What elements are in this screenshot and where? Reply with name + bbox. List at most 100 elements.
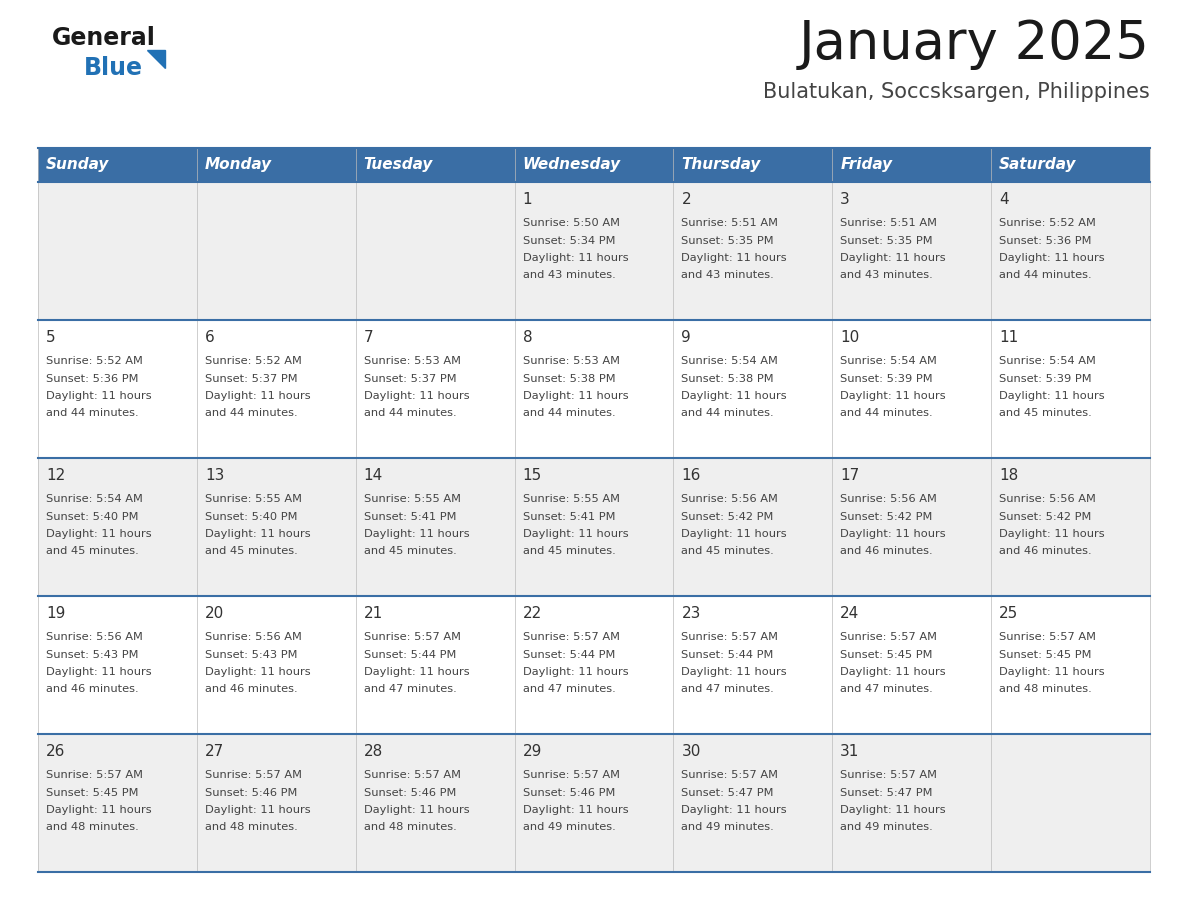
- Text: January 2025: January 2025: [800, 18, 1150, 70]
- Text: Sunset: 5:42 PM: Sunset: 5:42 PM: [840, 511, 933, 521]
- Text: and 44 minutes.: and 44 minutes.: [364, 409, 456, 419]
- Text: and 46 minutes.: and 46 minutes.: [204, 685, 297, 695]
- Bar: [355, 148, 514, 182]
- Bar: [514, 148, 674, 182]
- Text: Sunrise: 5:56 AM: Sunrise: 5:56 AM: [682, 494, 778, 504]
- Text: Sunset: 5:44 PM: Sunset: 5:44 PM: [364, 650, 456, 659]
- Text: Daylight: 11 hours: Daylight: 11 hours: [523, 667, 628, 677]
- Text: Sunset: 5:35 PM: Sunset: 5:35 PM: [682, 236, 775, 245]
- Text: Daylight: 11 hours: Daylight: 11 hours: [682, 667, 788, 677]
- Text: 14: 14: [364, 468, 383, 483]
- Text: and 48 minutes.: and 48 minutes.: [204, 823, 298, 833]
- Text: and 47 minutes.: and 47 minutes.: [840, 685, 933, 695]
- Text: Daylight: 11 hours: Daylight: 11 hours: [682, 805, 788, 815]
- Text: Daylight: 11 hours: Daylight: 11 hours: [523, 805, 628, 815]
- Bar: [674, 148, 833, 182]
- Text: Sunset: 5:34 PM: Sunset: 5:34 PM: [523, 236, 615, 245]
- Text: Sunset: 5:42 PM: Sunset: 5:42 PM: [682, 511, 773, 521]
- Text: Daylight: 11 hours: Daylight: 11 hours: [364, 391, 469, 401]
- Text: 1: 1: [523, 192, 532, 207]
- Text: 9: 9: [682, 330, 691, 345]
- Bar: [833, 148, 991, 182]
- Text: Sunset: 5:36 PM: Sunset: 5:36 PM: [999, 236, 1092, 245]
- Text: Daylight: 11 hours: Daylight: 11 hours: [840, 667, 946, 677]
- Text: Sunrise: 5:50 AM: Sunrise: 5:50 AM: [523, 218, 620, 228]
- Text: and 47 minutes.: and 47 minutes.: [682, 685, 775, 695]
- Text: Sunrise: 5:57 AM: Sunrise: 5:57 AM: [999, 632, 1097, 642]
- Text: Sunset: 5:46 PM: Sunset: 5:46 PM: [204, 788, 297, 798]
- Text: Sunrise: 5:55 AM: Sunrise: 5:55 AM: [364, 494, 461, 504]
- Text: and 43 minutes.: and 43 minutes.: [840, 271, 933, 281]
- Text: 15: 15: [523, 468, 542, 483]
- Bar: [197, 148, 355, 182]
- Text: 18: 18: [999, 468, 1018, 483]
- Text: 4: 4: [999, 192, 1009, 207]
- Text: Daylight: 11 hours: Daylight: 11 hours: [364, 667, 469, 677]
- Text: 30: 30: [682, 744, 701, 759]
- Text: Sunset: 5:45 PM: Sunset: 5:45 PM: [999, 650, 1092, 659]
- Text: Sunrise: 5:55 AM: Sunrise: 5:55 AM: [523, 494, 620, 504]
- Text: Sunset: 5:39 PM: Sunset: 5:39 PM: [999, 374, 1092, 384]
- Text: Daylight: 11 hours: Daylight: 11 hours: [523, 253, 628, 263]
- Text: Tuesday: Tuesday: [364, 158, 434, 173]
- Bar: [38, 458, 1150, 596]
- Text: Blue: Blue: [84, 56, 143, 80]
- Text: and 43 minutes.: and 43 minutes.: [682, 271, 775, 281]
- Text: Sunrise: 5:54 AM: Sunrise: 5:54 AM: [999, 356, 1097, 366]
- Text: Sunrise: 5:57 AM: Sunrise: 5:57 AM: [46, 770, 143, 780]
- Text: Sunset: 5:40 PM: Sunset: 5:40 PM: [204, 511, 297, 521]
- Text: Sunrise: 5:57 AM: Sunrise: 5:57 AM: [682, 632, 778, 642]
- Text: 13: 13: [204, 468, 225, 483]
- Text: Daylight: 11 hours: Daylight: 11 hours: [840, 805, 946, 815]
- Text: Daylight: 11 hours: Daylight: 11 hours: [999, 253, 1105, 263]
- Text: 6: 6: [204, 330, 215, 345]
- Text: Sunrise: 5:56 AM: Sunrise: 5:56 AM: [46, 632, 143, 642]
- Text: Monday: Monday: [204, 158, 272, 173]
- Text: 7: 7: [364, 330, 373, 345]
- Text: Sunrise: 5:54 AM: Sunrise: 5:54 AM: [682, 356, 778, 366]
- Text: Sunset: 5:47 PM: Sunset: 5:47 PM: [682, 788, 773, 798]
- Text: Daylight: 11 hours: Daylight: 11 hours: [364, 529, 469, 539]
- Text: Saturday: Saturday: [999, 158, 1076, 173]
- Text: and 45 minutes.: and 45 minutes.: [46, 546, 139, 556]
- Text: Daylight: 11 hours: Daylight: 11 hours: [840, 391, 946, 401]
- Text: Sunrise: 5:55 AM: Sunrise: 5:55 AM: [204, 494, 302, 504]
- Text: Sunset: 5:41 PM: Sunset: 5:41 PM: [523, 511, 615, 521]
- Text: 20: 20: [204, 606, 225, 621]
- Text: 28: 28: [364, 744, 383, 759]
- Text: and 45 minutes.: and 45 minutes.: [364, 546, 456, 556]
- Text: and 47 minutes.: and 47 minutes.: [523, 685, 615, 695]
- Text: 11: 11: [999, 330, 1018, 345]
- Text: Sunrise: 5:54 AM: Sunrise: 5:54 AM: [840, 356, 937, 366]
- Bar: [38, 596, 1150, 734]
- Text: and 49 minutes.: and 49 minutes.: [523, 823, 615, 833]
- Text: Sunrise: 5:51 AM: Sunrise: 5:51 AM: [682, 218, 778, 228]
- Text: Daylight: 11 hours: Daylight: 11 hours: [999, 667, 1105, 677]
- Text: Sunrise: 5:57 AM: Sunrise: 5:57 AM: [364, 632, 461, 642]
- Text: Daylight: 11 hours: Daylight: 11 hours: [840, 529, 946, 539]
- Text: Daylight: 11 hours: Daylight: 11 hours: [46, 529, 152, 539]
- Text: and 44 minutes.: and 44 minutes.: [999, 271, 1092, 281]
- Text: General: General: [52, 26, 156, 50]
- Text: 17: 17: [840, 468, 860, 483]
- Text: Sunrise: 5:57 AM: Sunrise: 5:57 AM: [840, 632, 937, 642]
- Text: 16: 16: [682, 468, 701, 483]
- Text: and 46 minutes.: and 46 minutes.: [999, 546, 1092, 556]
- Text: 25: 25: [999, 606, 1018, 621]
- Text: and 45 minutes.: and 45 minutes.: [999, 409, 1092, 419]
- Text: Sunset: 5:37 PM: Sunset: 5:37 PM: [204, 374, 297, 384]
- Text: and 48 minutes.: and 48 minutes.: [46, 823, 139, 833]
- Text: and 49 minutes.: and 49 minutes.: [840, 823, 933, 833]
- Text: and 47 minutes.: and 47 minutes.: [364, 685, 456, 695]
- Text: Sunset: 5:36 PM: Sunset: 5:36 PM: [46, 374, 139, 384]
- Text: Sunrise: 5:57 AM: Sunrise: 5:57 AM: [523, 632, 620, 642]
- Text: and 46 minutes.: and 46 minutes.: [46, 685, 139, 695]
- Text: and 44 minutes.: and 44 minutes.: [204, 409, 297, 419]
- Text: and 44 minutes.: and 44 minutes.: [46, 409, 139, 419]
- Text: Daylight: 11 hours: Daylight: 11 hours: [682, 391, 788, 401]
- Text: Sunset: 5:46 PM: Sunset: 5:46 PM: [523, 788, 615, 798]
- Text: Daylight: 11 hours: Daylight: 11 hours: [682, 529, 788, 539]
- Text: 29: 29: [523, 744, 542, 759]
- Text: Sunset: 5:45 PM: Sunset: 5:45 PM: [840, 650, 933, 659]
- Text: Sunrise: 5:54 AM: Sunrise: 5:54 AM: [46, 494, 143, 504]
